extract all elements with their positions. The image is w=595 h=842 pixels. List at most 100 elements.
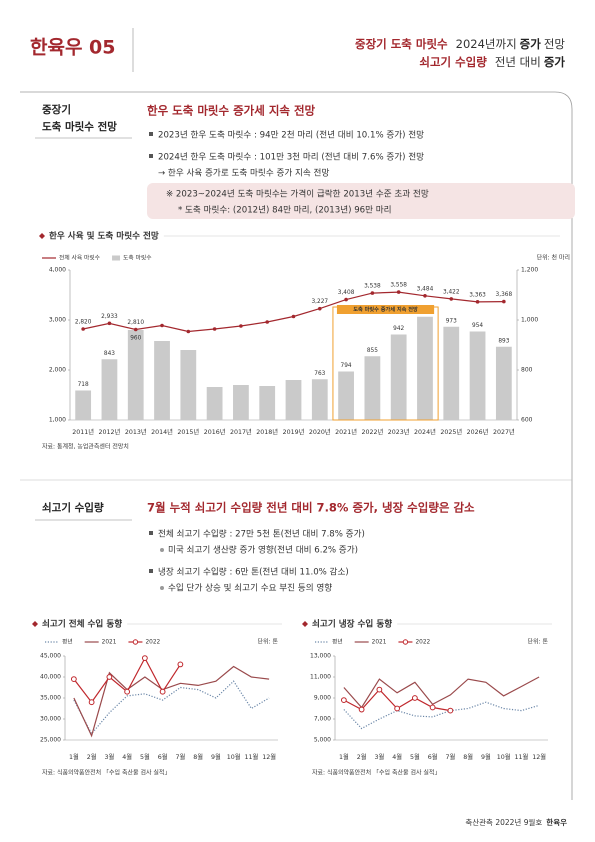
x-tick-label: 2012년 — [99, 427, 121, 436]
x-tick-label: 2017년 — [230, 427, 252, 436]
chart-title: 쇠고기 냉장 수입 동향 — [312, 618, 392, 630]
x-tick-label: 2022년 — [361, 427, 383, 436]
source: 자료: 식품의약품안전처 「수입 축산물 검사 실적」 — [42, 769, 170, 777]
legend-label: 도축 마릿수 — [123, 254, 152, 262]
point — [239, 324, 243, 328]
legend-label: 평년 — [332, 638, 343, 646]
data-label: 794 — [341, 363, 352, 369]
sub-text: → 한우 사육 증가로 도축 마릿수 증가 지속 전망 — [158, 167, 329, 179]
line — [73, 665, 270, 738]
bullet — [149, 531, 153, 535]
point — [107, 321, 112, 326]
data-label: 855 — [367, 348, 378, 354]
legend-swatch — [132, 639, 139, 645]
section-label: 쇠고기 수입량 — [42, 501, 104, 514]
point — [212, 327, 217, 331]
point — [411, 695, 418, 701]
bar — [180, 350, 197, 420]
highlight-label-bg — [336, 305, 435, 314]
data-label: 3,538 — [364, 284, 381, 290]
bar — [311, 379, 328, 420]
bar — [417, 316, 433, 420]
point — [423, 294, 427, 298]
tick-label: 1,000 — [49, 417, 66, 424]
legend-label: 2022 — [415, 640, 430, 646]
tick-label: 4,000 — [49, 267, 66, 274]
line — [343, 701, 540, 730]
x-tick-label: 2020년 — [309, 427, 331, 436]
data-label: 2,810 — [127, 320, 144, 326]
x-tick-label: 6월 — [428, 752, 438, 761]
bar — [338, 371, 354, 420]
point — [141, 655, 148, 661]
bullet-text: 냉장 쇠고기 수입량 : 6만 톤(전년 대비 11.0% 감소) — [158, 566, 349, 578]
bar — [390, 334, 407, 420]
x-tick-label: 2013년 — [125, 427, 147, 436]
bar — [443, 326, 460, 420]
line — [82, 291, 504, 333]
line — [343, 676, 540, 709]
x-tick-label: 4월 — [122, 752, 132, 761]
sub-text: 수입 단가 상승 및 쇠고기 수요 부진 등의 영향 — [168, 582, 332, 594]
bar — [127, 330, 144, 420]
tick-label: 3,000 — [49, 317, 66, 324]
bar — [75, 390, 92, 420]
sub-bullet — [160, 586, 164, 590]
point — [447, 707, 454, 714]
x-tick-label: 10월 — [497, 752, 511, 761]
x-tick-label: 11월 — [244, 752, 258, 761]
x-tick-label: 2016년 — [204, 427, 226, 436]
legend-swatch — [402, 639, 409, 645]
bar — [259, 386, 276, 420]
data-label: 954 — [472, 323, 483, 329]
x-tick-label: 10월 — [227, 752, 241, 761]
tick-label: 45,000 — [40, 653, 61, 660]
point — [340, 697, 347, 703]
x-tick-label: 2018년 — [256, 427, 278, 436]
source: 자료: 식품의약품안전처 「수입 축산물 검사 실적」 — [312, 769, 440, 777]
section-heading: 한우 도축 마릿수 증가세 지속 전망 — [147, 104, 316, 118]
point — [502, 299, 506, 304]
point — [376, 686, 383, 693]
chart-title: 한우 사육 및 도축 마릿수 전망 — [49, 230, 159, 242]
tick-label: 1,200 — [521, 267, 538, 274]
x-tick-label: 2014년 — [151, 427, 173, 436]
bullet-text: 2023년 한우 도축 마릿수 : 94만 2천 마리 (전년 대비 10.1%… — [158, 129, 424, 141]
title-marker — [39, 233, 45, 239]
header-line: 중장기 도축 마릿수 2024년까지 증가 전망 — [355, 37, 565, 51]
bar — [233, 385, 249, 420]
header-line: 쇠고기 수입량 전년 대비 증가 — [419, 55, 565, 69]
legend-label: 2021 — [372, 640, 387, 646]
point — [358, 706, 365, 713]
tick-label: 800 — [521, 367, 533, 374]
x-tick-label: 6월 — [158, 752, 168, 761]
sub-bullet — [160, 548, 164, 552]
data-label: 3,227 — [311, 299, 328, 305]
line — [73, 680, 270, 735]
point — [396, 290, 401, 294]
x-tick-label: 3월 — [104, 752, 114, 761]
bar — [364, 356, 381, 420]
x-tick-label: 11월 — [514, 752, 528, 761]
tick-label: 600 — [521, 417, 533, 424]
point — [344, 297, 348, 302]
x-tick-label: 2019년 — [283, 427, 305, 436]
legend-swatch — [112, 255, 121, 261]
legend-label: 전체 사육 마릿수 — [59, 254, 101, 262]
chart-title: 쇠고기 전체 수입 동향 — [42, 618, 122, 630]
bullet — [149, 154, 153, 158]
point — [81, 327, 85, 331]
point — [394, 705, 401, 712]
tick-label: 25,000 — [40, 737, 61, 744]
data-label: 718 — [78, 382, 89, 388]
tick-label: 40,000 — [40, 674, 61, 681]
section-heading: 7월 누적 쇠고기 수입량 전년 대비 7.8% 증가, 냉장 수입량은 감소 — [147, 501, 475, 515]
data-label: 3,368 — [496, 292, 513, 298]
bar — [495, 346, 512, 420]
data-label: 843 — [104, 351, 115, 357]
point — [429, 704, 436, 711]
section-label: 도축 마릿수 전망 — [42, 120, 117, 133]
point — [159, 688, 166, 695]
point — [291, 314, 296, 319]
x-tick-label: 2027년 — [493, 427, 515, 436]
